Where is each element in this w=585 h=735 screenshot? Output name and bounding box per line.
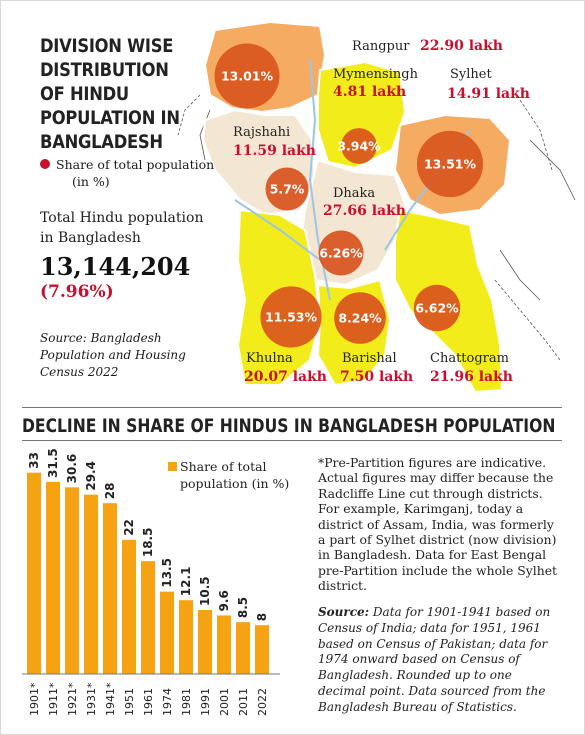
bars-group: 33 1901* 31.5 1911* 30.6 1921* 29.4 1931* 28 1941…	[22, 448, 280, 716]
bar-value-label: 28	[103, 482, 117, 499]
border-lines	[177, 94, 561, 361]
division-name-dhaka: Dhaka	[333, 186, 376, 201]
map-legend: Share of total population (in %)	[40, 156, 220, 190]
bar-value-label: 33	[27, 452, 41, 469]
bar-category-label: 1901*	[28, 682, 41, 716]
division-pop-dhaka: 27.66 lakh	[323, 203, 406, 219]
chart-source-text: Data for 1901-1941 based on Census of In…	[318, 605, 551, 714]
bubble-label-rangpur: 13.01%	[220, 68, 274, 84]
bar-category-label: 1951	[123, 688, 136, 716]
bubble-label-dhaka: 6.26%	[319, 245, 363, 261]
bubble-barishal	[334, 292, 386, 344]
bubble-rangpur	[214, 43, 280, 109]
bar-1981	[179, 600, 193, 674]
chart-title: DECLINE IN SHARE OF HINDUS IN BANGLADESH…	[22, 415, 556, 437]
chart-source-label: Source:	[318, 605, 370, 619]
bar-value-label: 31.5	[46, 448, 60, 478]
division-pop-rajshahi: 11.59 lakh	[233, 143, 316, 159]
headline: DIVISION WISE DISTRIBUTION OF HINDU POPU…	[40, 35, 180, 153]
division-name-barishal: Barishal	[342, 351, 397, 366]
bar-1901	[27, 472, 41, 674]
bar-1921	[65, 487, 79, 674]
bar-value-label: 8.5	[236, 597, 250, 618]
bubble-label-rajshahi: 5.7%	[269, 181, 305, 197]
bar-value-label: 29.4	[84, 461, 98, 491]
division-name-khulna: Khulna	[246, 351, 293, 366]
division-pop-chattogram: 21.96 lakh	[430, 369, 513, 385]
chart-source: Source: Data for 1901-1941 based on Cens…	[318, 605, 563, 716]
bar-category-label: 1974	[161, 688, 174, 716]
bubble-label-khulna: 11.53%	[264, 309, 318, 325]
bar-value-label: 18.5	[141, 528, 155, 558]
border-lines-solid	[199, 109, 576, 301]
legend-label: Share of total population (in %)	[56, 157, 215, 189]
chart-legend: Share of total population (in %)	[168, 458, 310, 492]
bubble-label-barishal: 8.24%	[338, 310, 382, 326]
chart-legend-swatch	[168, 462, 177, 471]
map-source: Source: Bangladesh Population and Housin…	[40, 331, 186, 379]
bar-1911	[46, 481, 60, 674]
bar-chart: 33 1901* 31.5 1911* 30.6 1921* 29.4 1931* 28 1941…	[22, 448, 280, 716]
bar-1951	[122, 539, 136, 674]
section-rule-top	[22, 407, 562, 408]
division-pop-mymensingh: 4.81 lakh	[333, 84, 407, 100]
bar-category-label: 1931*	[85, 682, 98, 716]
bar-category-label: 2001	[218, 688, 231, 716]
bubble-dhaka	[318, 230, 364, 276]
bar-2001	[217, 615, 231, 674]
division-name-sylhet: Sylhet	[450, 67, 492, 82]
bar-1941	[103, 503, 117, 674]
bangladesh-map	[177, 20, 576, 394]
bar-value-label: 22	[122, 519, 136, 536]
bar-2011	[236, 622, 250, 674]
bubble-mymensingh	[341, 128, 377, 164]
bar-value-label: 8	[255, 613, 269, 621]
division-name-chattogram: Chattogram	[430, 351, 509, 366]
division-name-rangpur: Rangpur	[352, 39, 410, 54]
bar-1991	[198, 609, 212, 674]
bar-value-label: 12.1	[179, 567, 193, 597]
division-pop-sylhet: 14.91 lakh	[447, 86, 530, 102]
division-pop-barishal: 7.50 lakh	[340, 369, 414, 385]
division-name-mymensingh: Mymensingh	[333, 67, 418, 82]
bar-value-label: 13.5	[160, 558, 174, 588]
division-name-rajshahi: Rajshahi	[233, 125, 291, 140]
partition-note: *Pre-Partition figures are indicative. A…	[318, 455, 558, 594]
bubble-label-chattogram: 6.62%	[415, 300, 459, 316]
chart-legend-label: Share of total population (in %)	[180, 459, 290, 491]
bubble-sylhet	[416, 130, 484, 198]
section-rule-bottom	[22, 440, 562, 441]
division-pop-rangpur: 22.90 lakh	[420, 38, 503, 54]
bar-category-label: 1991	[199, 688, 212, 716]
bubble-rajshahi	[265, 167, 309, 211]
bar-2022	[255, 625, 269, 674]
bar-category-label: 1921*	[66, 682, 79, 716]
bar-value-label: 10.5	[198, 576, 212, 606]
bar-1931	[84, 494, 98, 674]
total-percent: (7.96%)	[40, 282, 114, 302]
bar-1974	[160, 591, 174, 674]
bubble-label-mymensingh: 3.94%	[337, 138, 381, 154]
bar-category-label: 1941*	[104, 682, 117, 716]
bar-1961	[141, 561, 155, 674]
bar-category-label: 2011	[237, 688, 250, 716]
bar-category-label: 1981	[180, 688, 193, 716]
bubble-label-sylhet: 13.51%	[423, 156, 477, 172]
bar-category-label: 1961	[142, 688, 155, 716]
share-bubbles	[214, 43, 484, 348]
bar-value-label: 30.6	[65, 454, 79, 484]
bar-category-label: 2022	[256, 688, 269, 716]
bar-category-label: 1911*	[47, 682, 60, 716]
division-pop-khulna: 20.07 lakh	[244, 369, 327, 385]
bubble-chattogram	[413, 284, 461, 332]
bubble-khulna	[260, 286, 322, 348]
legend-dot-icon	[40, 159, 50, 169]
total-value: 13,144,204	[40, 252, 191, 281]
division-mymensingh	[317, 60, 407, 170]
total-label: Total Hindu population in Bangladesh	[40, 210, 204, 246]
bar-value-label: 9.6	[217, 590, 231, 611]
